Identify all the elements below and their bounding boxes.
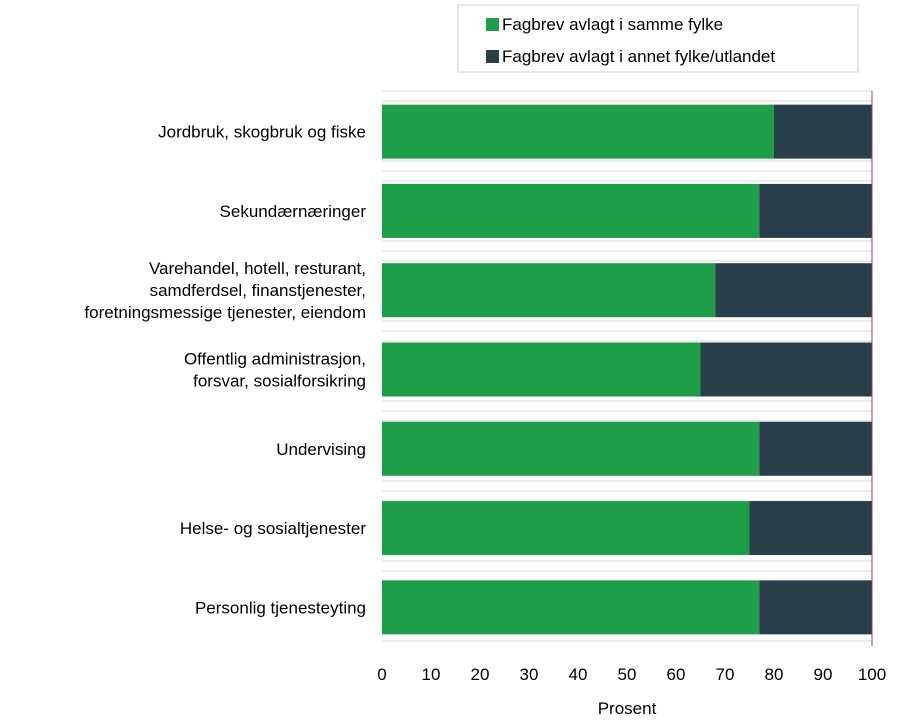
x-tick-label: 0 (377, 665, 386, 684)
x-tick-label: 100 (858, 665, 886, 684)
x-tick-label: 90 (814, 665, 833, 684)
bar-segment-other-county (715, 263, 872, 318)
category-label: Varehandel, hotell, resturant, samdferdse… (84, 259, 366, 322)
category-label-line: forsvar, sosialforsikring (193, 372, 366, 391)
category-label: Sekundærnæringer (220, 202, 367, 221)
x-tick-label: 10 (422, 665, 441, 684)
legend-swatch (486, 50, 499, 63)
x-tick-labels: 0 10 20 30 40 50 60 70 80 90 100 (377, 665, 886, 684)
category-label: Jordbruk, skogbruk og fiske (158, 123, 366, 142)
x-tick-label: 40 (569, 665, 588, 684)
x-tick-label: 70 (716, 665, 735, 684)
bar-segment-same-county (382, 183, 760, 238)
bar-segment-same-county (382, 263, 716, 318)
bar-segment-same-county (382, 104, 774, 159)
category-label-line: Sekundærnæringer (220, 202, 367, 221)
x-tick-label: 50 (618, 665, 637, 684)
x-tick-label: 30 (520, 665, 539, 684)
category-label-line: Personlig tjenesteyting (195, 598, 366, 617)
category-label: Helse- og sosialtjenester (180, 519, 366, 538)
legend-entry: Fagbrev avlagt i annet fylke/utlandet (502, 47, 775, 66)
x-tick-label: 60 (667, 665, 686, 684)
legend: Fagbrev avlagt i samme fylke Fagbrev avla… (457, 4, 859, 73)
category-label-line: Jordbruk, skogbruk og fiske (158, 123, 366, 142)
bar-segment-other-county (749, 501, 872, 556)
x-tick-label: 80 (765, 665, 784, 684)
bar-segment-other-county (774, 104, 872, 159)
x-axis-title: Prosent (598, 699, 657, 718)
bar-segment-same-county (382, 501, 750, 556)
category-label-line: Offentlig administrasjon, (184, 350, 366, 369)
category-label-line: foretningsmessige tjenester, eiendom (84, 303, 366, 322)
category-label-line: Helse- og sosialtjenester (180, 519, 366, 538)
category-labels: Jordbruk, skogbruk og fiske Sekundærnærin… (84, 123, 366, 618)
bar-segment-other-county (759, 580, 872, 635)
bar-segment-same-county (382, 342, 701, 397)
category-label-line: Undervising (276, 440, 366, 459)
bar-segment-other-county (700, 342, 872, 397)
legend-entry: Fagbrev avlagt i samme fylke (502, 15, 723, 34)
category-label: Undervising (276, 440, 366, 459)
bars (382, 91, 873, 646)
legend-box (457, 4, 859, 73)
bar-segment-other-county (759, 421, 872, 476)
x-tick-label: 20 (471, 665, 490, 684)
bar-segment-same-county (382, 421, 760, 476)
legend-swatch (486, 18, 499, 31)
category-label-line: Varehandel, hotell, resturant, (149, 259, 366, 278)
category-label: Offentlig administrasjon, forsvar, sosial… (184, 350, 366, 391)
category-label: Personlig tjenesteyting (195, 598, 366, 617)
bar-segment-same-county (382, 580, 760, 635)
category-label-line: samdferdsel, finanstjenester, (150, 281, 366, 300)
bar-segment-other-county (759, 183, 872, 238)
